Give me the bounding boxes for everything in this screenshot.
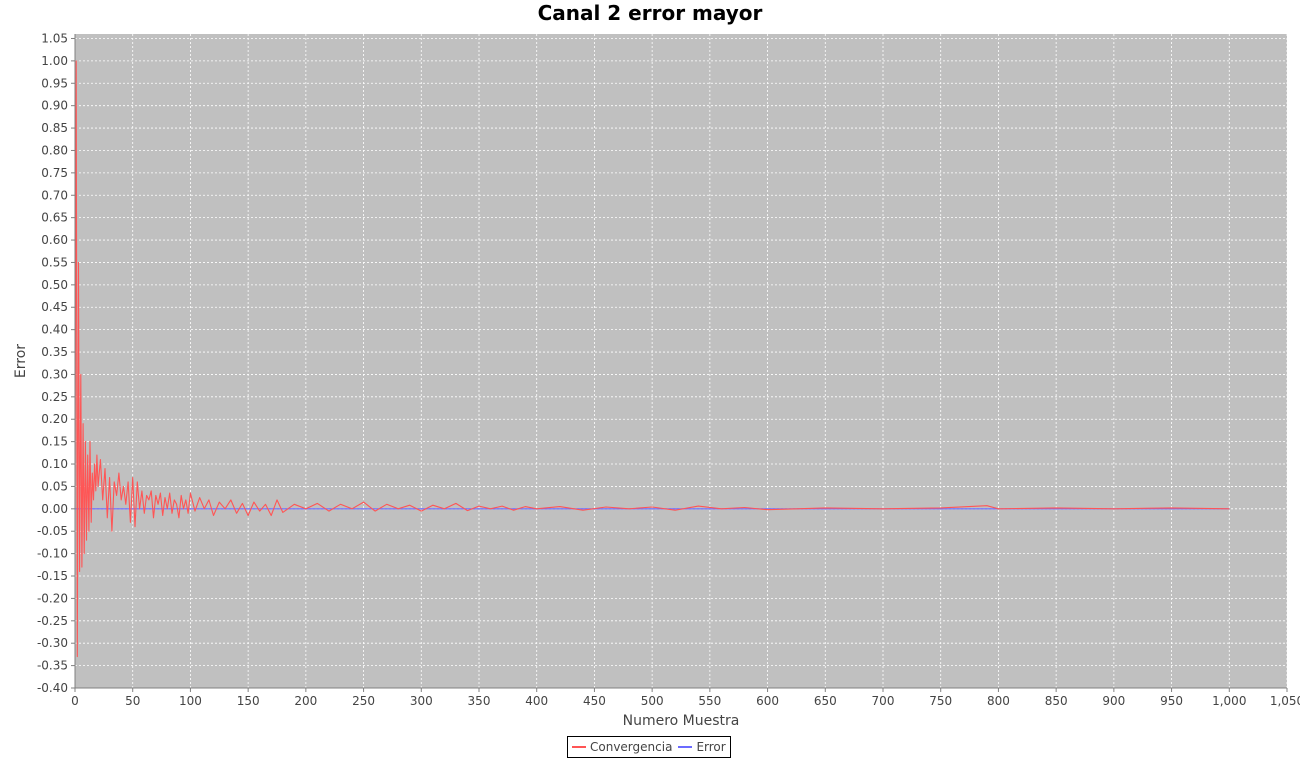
x-tick-label: 250 [352, 694, 375, 708]
x-tick-label: 550 [698, 694, 721, 708]
x-tick-label: 1,050 [1270, 694, 1300, 708]
y-tick-label: 0.20 [41, 412, 68, 426]
y-tick-label: -0.30 [37, 636, 68, 650]
y-tick-label: 0.00 [41, 502, 68, 516]
x-axis-title: Numero Muestra [623, 713, 740, 729]
legend-swatch-convergencia [572, 746, 586, 748]
x-tick-label: 400 [525, 694, 548, 708]
y-tick-label: 0.15 [41, 435, 68, 449]
series-line-convergencia [74, 60, 1230, 658]
x-tick-label: 800 [987, 694, 1010, 708]
y-tick-label: 0.50 [41, 278, 68, 292]
x-tick-label: 100 [179, 694, 202, 708]
y-tick-label: 0.70 [41, 188, 68, 202]
y-tick-label: 0.45 [41, 300, 68, 314]
y-tick-label: 0.90 [41, 99, 68, 113]
x-tick-label: 900 [1102, 694, 1125, 708]
y-tick-label: -0.10 [37, 547, 68, 561]
axes: 1.05 1.00 0.95 0.90 0.85 0.80 0.75 0.70 0.65 0.60… [37, 31, 1300, 708]
y-tick-label: 0.25 [41, 390, 68, 404]
x-tick-label: 50 [125, 694, 140, 708]
y-tick-label: 0.95 [41, 76, 68, 90]
y-tick-label: 0.60 [41, 233, 68, 247]
x-tick-label: 950 [1160, 694, 1183, 708]
legend-item-convergencia: Convergencia [572, 740, 672, 754]
plot-area [75, 34, 1287, 688]
legend-item-error: Error [678, 740, 726, 754]
x-tick-label: 450 [583, 694, 606, 708]
y-tick-label: 0.10 [41, 457, 68, 471]
x-tick-label: 750 [929, 694, 952, 708]
y-tick-label: -0.35 [37, 659, 68, 673]
legend-label-error: Error [696, 740, 726, 754]
y-tick-label: 0.30 [41, 367, 68, 381]
x-tick-label: 700 [872, 694, 895, 708]
x-tick-label: 600 [756, 694, 779, 708]
x-tick-label: 200 [294, 694, 317, 708]
y-axis-title: Error [13, 344, 29, 378]
y-tick-label: 0.35 [41, 345, 68, 359]
legend-swatch-error [678, 746, 693, 748]
chart-title: Canal 2 error mayor [537, 1, 763, 25]
x-tick-label: 850 [1045, 694, 1068, 708]
y-tick-label: 0.65 [41, 211, 68, 225]
x-tick-label: 0 [71, 694, 79, 708]
y-tick-label: 0.80 [41, 143, 68, 157]
y-tick-label: 0.55 [41, 255, 68, 269]
y-tick-label: -0.40 [37, 681, 68, 695]
y-tick-label: -0.15 [37, 569, 68, 583]
x-tick-label: 650 [814, 694, 837, 708]
y-tick-label: -0.25 [37, 614, 68, 628]
y-tick-label: -0.05 [37, 524, 68, 538]
y-tick-label: 0.05 [41, 479, 68, 493]
y-tick-label: -0.20 [37, 591, 68, 605]
x-tick-label: 350 [468, 694, 491, 708]
x-tick-label: 150 [237, 694, 260, 708]
x-tick-label: 300 [410, 694, 433, 708]
x-tick-label: 500 [641, 694, 664, 708]
y-tick-label: 0.75 [41, 166, 68, 180]
y-tick-label: 1.05 [41, 31, 68, 45]
y-tick-label: 0.40 [41, 323, 68, 337]
legend: Convergencia Error [567, 736, 731, 758]
series-layer [74, 60, 1230, 658]
x-tick-label: 1,000 [1212, 694, 1246, 708]
legend-label-convergencia: Convergencia [590, 740, 673, 754]
y-tick-label: 1.00 [41, 54, 68, 68]
y-tick-label: 0.85 [41, 121, 68, 135]
